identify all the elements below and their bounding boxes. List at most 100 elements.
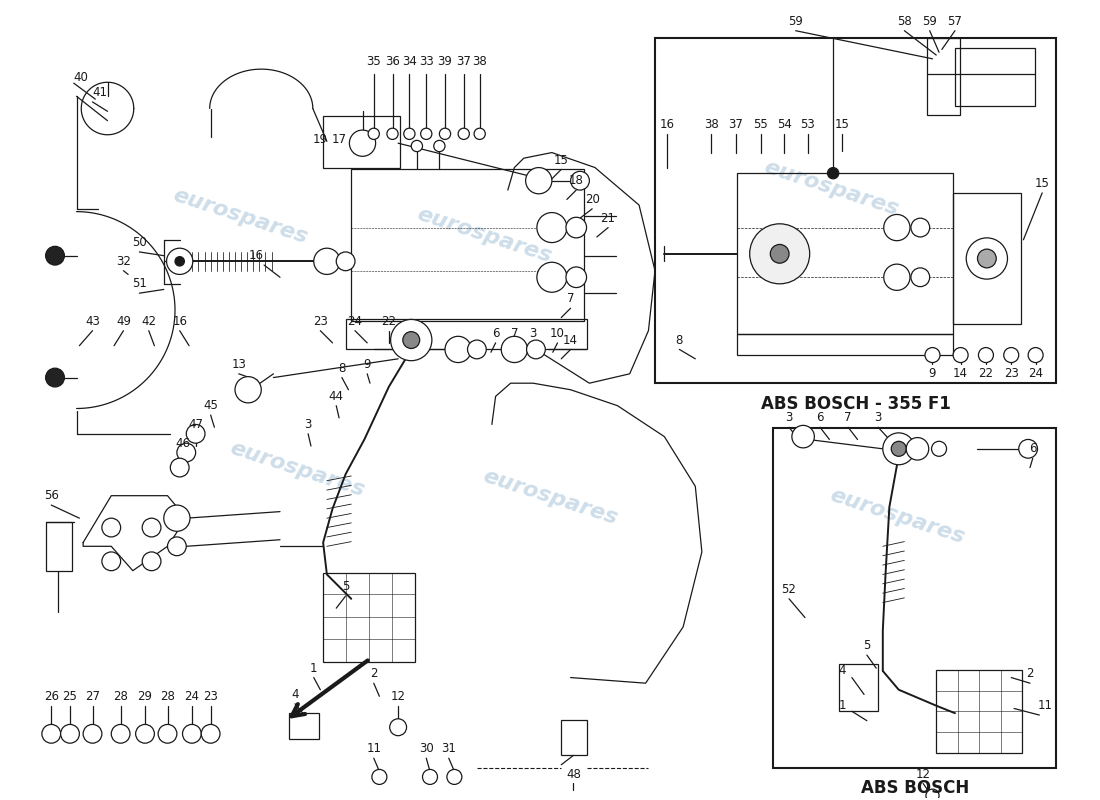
Circle shape [447,770,462,785]
Circle shape [420,128,432,139]
Text: 3: 3 [529,327,537,340]
Circle shape [186,425,205,443]
Text: 12: 12 [390,690,406,703]
Circle shape [458,128,470,139]
Circle shape [350,130,375,156]
Circle shape [411,140,422,152]
Circle shape [84,725,102,743]
Circle shape [565,218,586,238]
Circle shape [502,336,528,362]
Bar [838,665,878,711]
Circle shape [966,238,1008,279]
Circle shape [164,505,190,531]
Text: 53: 53 [801,118,815,131]
Bar [955,47,1035,106]
Circle shape [1003,347,1019,362]
Text: 35: 35 [366,55,381,68]
Circle shape [953,347,968,362]
Circle shape [166,248,192,274]
Circle shape [183,725,201,743]
Circle shape [978,347,993,362]
Text: ABS BOSCH: ABS BOSCH [860,779,969,797]
Bar [737,334,953,355]
Bar [345,319,587,350]
Text: 16: 16 [249,249,264,262]
Circle shape [175,257,185,266]
Text: 55: 55 [754,118,768,131]
Text: 20: 20 [585,193,600,206]
Text: 3: 3 [305,418,311,431]
Bar [773,428,1056,767]
Text: 16: 16 [660,118,674,131]
Circle shape [468,340,486,359]
Text: 22: 22 [978,367,993,380]
Circle shape [770,245,789,263]
Text: 33: 33 [419,55,433,68]
Text: 26: 26 [44,690,58,703]
Text: 9: 9 [363,358,371,371]
Text: 40: 40 [74,71,89,84]
Text: 10: 10 [550,327,565,340]
Text: 39: 39 [438,55,452,68]
Text: 44: 44 [329,390,344,403]
Circle shape [911,268,930,286]
Text: eurospares: eurospares [227,438,367,501]
Circle shape [978,249,997,268]
Circle shape [142,552,161,570]
Text: eurospares: eurospares [480,466,620,529]
Circle shape [102,518,121,537]
Circle shape [102,552,121,570]
Circle shape [526,167,552,194]
Circle shape [827,167,838,179]
Bar [323,116,400,167]
Text: 42: 42 [141,315,156,328]
Text: 1: 1 [310,662,318,674]
Text: 7: 7 [510,327,518,340]
Text: 48: 48 [566,768,581,781]
Circle shape [926,789,939,800]
Text: 1: 1 [838,699,846,712]
Circle shape [565,267,586,287]
Text: 8: 8 [675,334,683,346]
Text: 23: 23 [204,690,218,703]
Circle shape [201,725,220,743]
Circle shape [45,246,65,265]
Text: 29: 29 [138,690,153,703]
Bar [289,713,319,739]
Circle shape [387,128,398,139]
Circle shape [422,770,438,785]
Bar [45,522,72,570]
Text: 6: 6 [816,411,824,424]
Circle shape [883,433,915,465]
Text: 16: 16 [173,315,187,328]
Circle shape [235,377,262,403]
Circle shape [474,128,485,139]
Text: 32: 32 [116,255,131,268]
Circle shape [177,443,196,462]
Text: 13: 13 [231,358,246,371]
Text: eurospares: eurospares [170,185,310,247]
Text: 7: 7 [566,292,574,306]
Bar [323,573,415,662]
Bar [737,173,953,334]
Text: 5: 5 [864,639,870,652]
Circle shape [337,252,355,270]
Text: 54: 54 [777,118,792,131]
Text: 46: 46 [175,437,190,450]
Circle shape [792,426,814,448]
Circle shape [170,458,189,477]
Circle shape [433,140,446,152]
Text: 38: 38 [472,55,487,68]
Text: 43: 43 [85,315,100,328]
Text: 57: 57 [947,15,962,28]
Text: 9: 9 [928,367,936,380]
Circle shape [390,319,432,361]
Circle shape [389,719,407,736]
Text: ABS BOSCH - 355 F1: ABS BOSCH - 355 F1 [761,395,950,413]
Circle shape [906,438,928,460]
Text: 28: 28 [161,690,175,703]
Text: 15: 15 [835,118,850,131]
Text: eurospares: eurospares [761,157,901,219]
Circle shape [1019,439,1037,458]
Text: 37: 37 [456,55,471,68]
